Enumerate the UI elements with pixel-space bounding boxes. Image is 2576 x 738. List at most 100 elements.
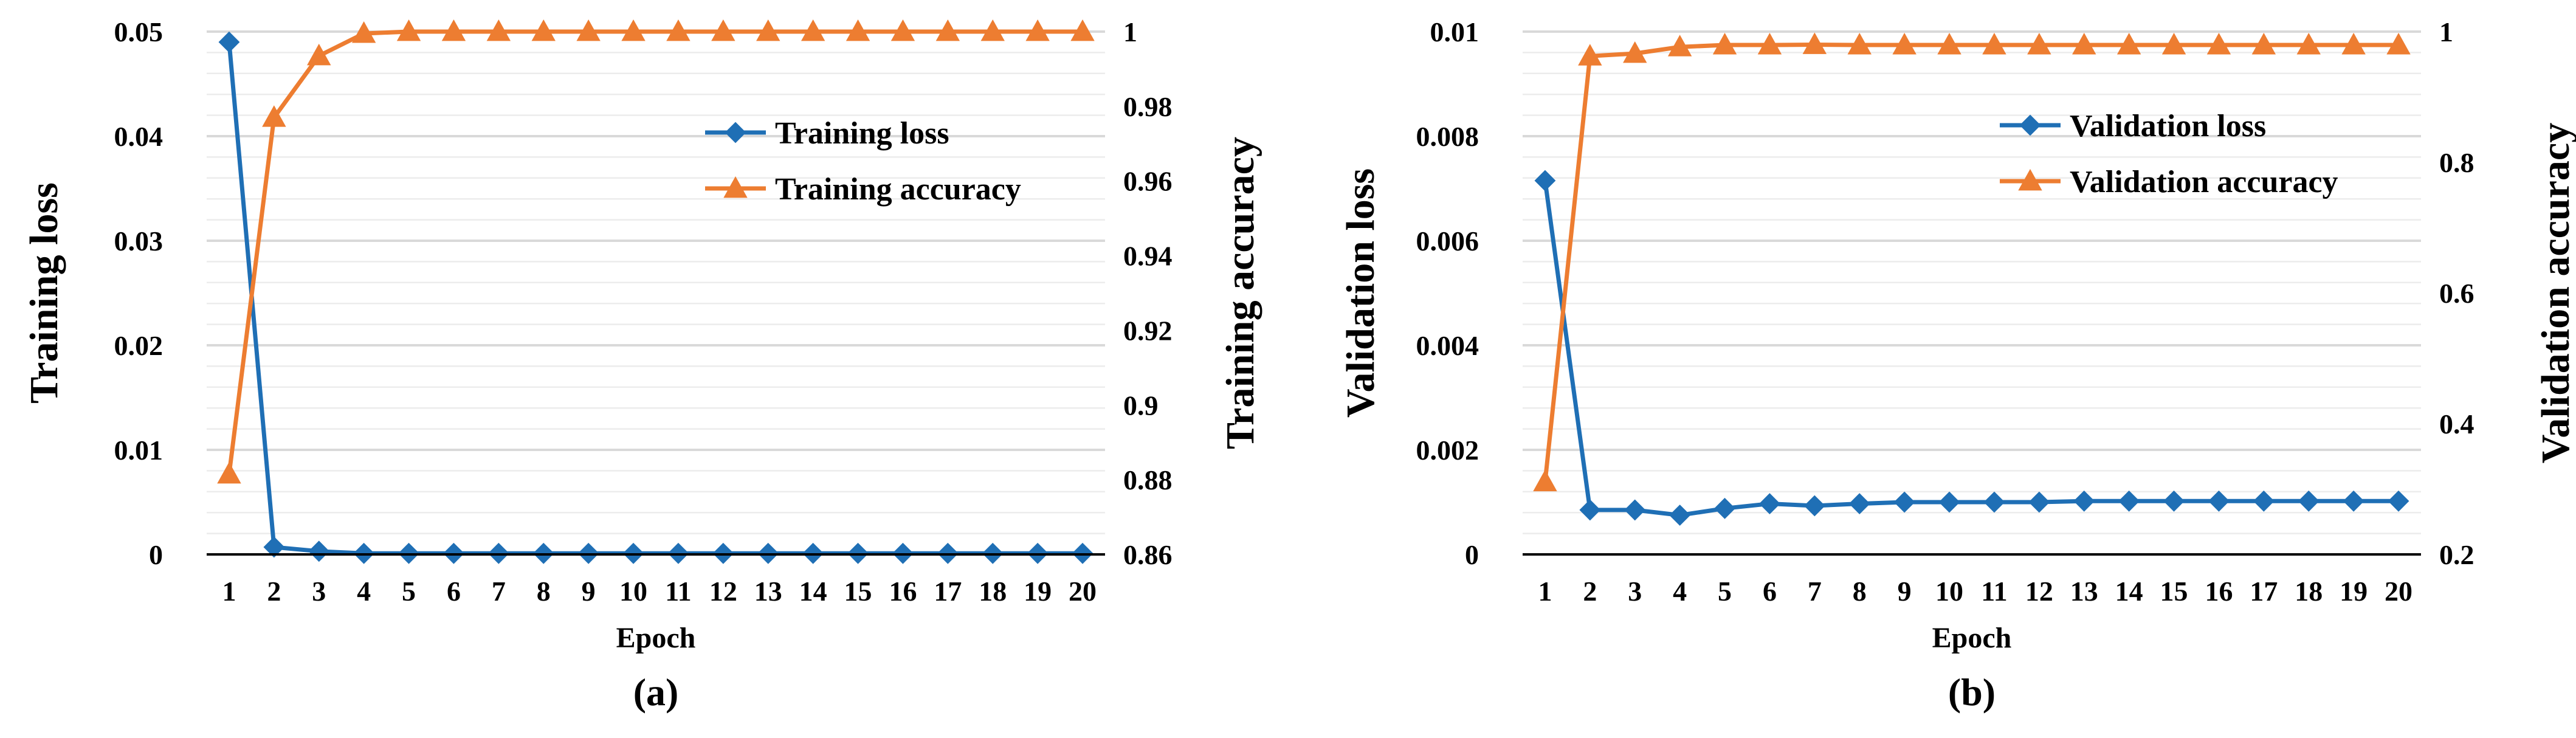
right-y-tick-label: 1 bbox=[2439, 16, 2453, 47]
left-y-tick-label: 0 bbox=[149, 539, 163, 570]
x-tick-label: 5 bbox=[1718, 576, 1732, 607]
right-y-tick-label: 0.9 bbox=[1123, 390, 1159, 421]
x-tick-labels-a: 1 2 3 4 5 6 7 8 9 10 11 12 13 14 15 16 17 18 19 20 bbox=[222, 576, 1097, 607]
validation-accuracy-point bbox=[2072, 32, 2096, 55]
x-tick-label: 1 bbox=[222, 576, 236, 607]
x-tick-label: 3 bbox=[1628, 576, 1642, 607]
x-tick-label: 16 bbox=[889, 576, 917, 607]
series-b bbox=[1533, 32, 2411, 526]
training-loss-point bbox=[218, 31, 240, 53]
left-y-tick-label: 0.006 bbox=[1416, 226, 1479, 257]
x-tick-label: 12 bbox=[709, 576, 737, 607]
x-tick-label: 16 bbox=[2205, 576, 2233, 607]
right-y-tick-labels-a: 0.86 0.88 0.9 0.92 0.94 0.96 0.98 1 bbox=[1123, 16, 1173, 570]
x-axis-label-a: Epoch bbox=[616, 622, 696, 654]
validation-loss-point bbox=[1893, 491, 1915, 513]
validation-accuracy-point bbox=[1937, 32, 1961, 55]
left-y-axis-label-a: Training loss bbox=[22, 182, 66, 404]
training-accuracy-point bbox=[890, 19, 915, 41]
validation-loss-point bbox=[2163, 490, 2185, 512]
validation-accuracy-point bbox=[2116, 32, 2141, 55]
training-accuracy-point bbox=[307, 43, 331, 66]
training-accuracy-point bbox=[441, 19, 466, 41]
right-y-tick-label: 0.86 bbox=[1123, 539, 1173, 570]
x-tick-label: 9 bbox=[582, 576, 596, 607]
validation-accuracy-point bbox=[1847, 32, 1872, 55]
training-accuracy-point bbox=[980, 19, 1005, 41]
right-y-tick-label: 0.92 bbox=[1123, 315, 1173, 346]
training-accuracy-point bbox=[711, 19, 735, 41]
right-y-tick-label: 0.2 bbox=[2439, 539, 2474, 570]
x-tick-label: 20 bbox=[2385, 576, 2412, 607]
validation-accuracy-point bbox=[2296, 32, 2321, 55]
validation-loss-legend-marker bbox=[2019, 114, 2041, 136]
x-tick-label: 10 bbox=[1935, 576, 1963, 607]
left-y-tick-label: 0.01 bbox=[1430, 16, 1479, 47]
validation-loss-point bbox=[2073, 490, 2095, 512]
left-y-tick-labels-b: 0 0.002 0.004 0.006 0.008 0.01 bbox=[1416, 16, 1479, 570]
validation-loss-point bbox=[1624, 499, 1646, 521]
x-tick-label: 7 bbox=[492, 576, 506, 607]
x-tick-labels-b: 1 2 3 4 5 6 7 8 9 10 11 12 13 14 15 16 17 18 19 20 bbox=[1538, 576, 2412, 607]
validation-loss-line bbox=[1543, 180, 2399, 517]
right-y-tick-labels-b: 0.2 0.4 0.6 0.8 1 bbox=[2439, 16, 2474, 570]
right-y-tick-label: 0.96 bbox=[1123, 166, 1173, 197]
x-tick-label: 15 bbox=[2160, 576, 2188, 607]
grid-b bbox=[1523, 30, 2421, 534]
validation-accuracy-point bbox=[2386, 32, 2411, 55]
left-y-tick-label: 0 bbox=[1465, 539, 1479, 570]
legend-label: Validation loss bbox=[2070, 109, 2266, 143]
training-loss-point bbox=[263, 536, 285, 558]
validation-accuracy-point bbox=[1982, 32, 2006, 55]
left-y-tick-label: 0.03 bbox=[114, 226, 164, 257]
validation-accuracy-point bbox=[1892, 32, 1917, 55]
validation-loss-point bbox=[1938, 491, 1960, 513]
validation-loss-point bbox=[1803, 495, 1825, 517]
left-y-tick-label: 0.05 bbox=[114, 16, 164, 47]
x-tick-label: 18 bbox=[979, 576, 1007, 607]
x-tick-label: 3 bbox=[312, 576, 326, 607]
panel-label-b: (b) bbox=[1948, 671, 1996, 714]
x-tick-label: 10 bbox=[619, 576, 647, 607]
validation-loss-point bbox=[1534, 170, 1556, 191]
x-tick-label: 20 bbox=[1069, 576, 1097, 607]
training-accuracy-point bbox=[262, 105, 286, 127]
x-tick-label: 19 bbox=[2340, 576, 2368, 607]
training-accuracy-point bbox=[666, 19, 690, 41]
training-accuracy-line bbox=[227, 29, 1083, 475]
validation-accuracy-point bbox=[2161, 32, 2186, 55]
training-loss-line bbox=[227, 41, 1083, 556]
x-tick-label: 19 bbox=[1024, 576, 1052, 607]
validation-loss-point bbox=[1983, 491, 2005, 513]
legend-a: Training loss Training accuracy bbox=[705, 116, 1021, 207]
series-a bbox=[217, 19, 1095, 564]
left-y-tick-label: 0.004 bbox=[1416, 330, 1479, 361]
training-accuracy-point bbox=[1070, 19, 1095, 41]
x-tick-label: 12 bbox=[2025, 576, 2053, 607]
validation-loss-point bbox=[2253, 490, 2275, 512]
training-accuracy-point bbox=[396, 19, 421, 41]
validation-accuracy-point bbox=[1623, 41, 1647, 63]
legend-b: Validation loss Validation accuracy bbox=[2000, 109, 2338, 199]
right-y-axis-label-b: Validation accuracy bbox=[2533, 123, 2576, 463]
validation-accuracy-point bbox=[2341, 32, 2366, 55]
validation-loss-point bbox=[2208, 490, 2230, 512]
x-tick-label: 17 bbox=[934, 576, 962, 607]
validation-accuracy-point bbox=[1578, 44, 1602, 66]
validation-loss-point bbox=[2343, 490, 2364, 512]
validation-loss-point bbox=[1714, 497, 1735, 519]
training-loss-legend-marker bbox=[725, 122, 746, 143]
x-tick-label: 11 bbox=[1981, 576, 2007, 607]
training-accuracy-point bbox=[486, 19, 511, 41]
training-accuracy-point bbox=[217, 461, 241, 484]
x-tick-label: 5 bbox=[402, 576, 416, 607]
left-y-tick-label: 0.04 bbox=[114, 121, 164, 152]
x-tick-label: 7 bbox=[1808, 576, 1822, 607]
right-y-tick-label: 0.88 bbox=[1123, 464, 1173, 495]
x-tick-label: 8 bbox=[1853, 576, 1867, 607]
training-accuracy-legend-marker bbox=[723, 176, 748, 198]
left-y-tick-label: 0.01 bbox=[114, 435, 164, 466]
training-accuracy-point bbox=[351, 21, 376, 43]
panel-label-a: (a) bbox=[633, 671, 679, 714]
